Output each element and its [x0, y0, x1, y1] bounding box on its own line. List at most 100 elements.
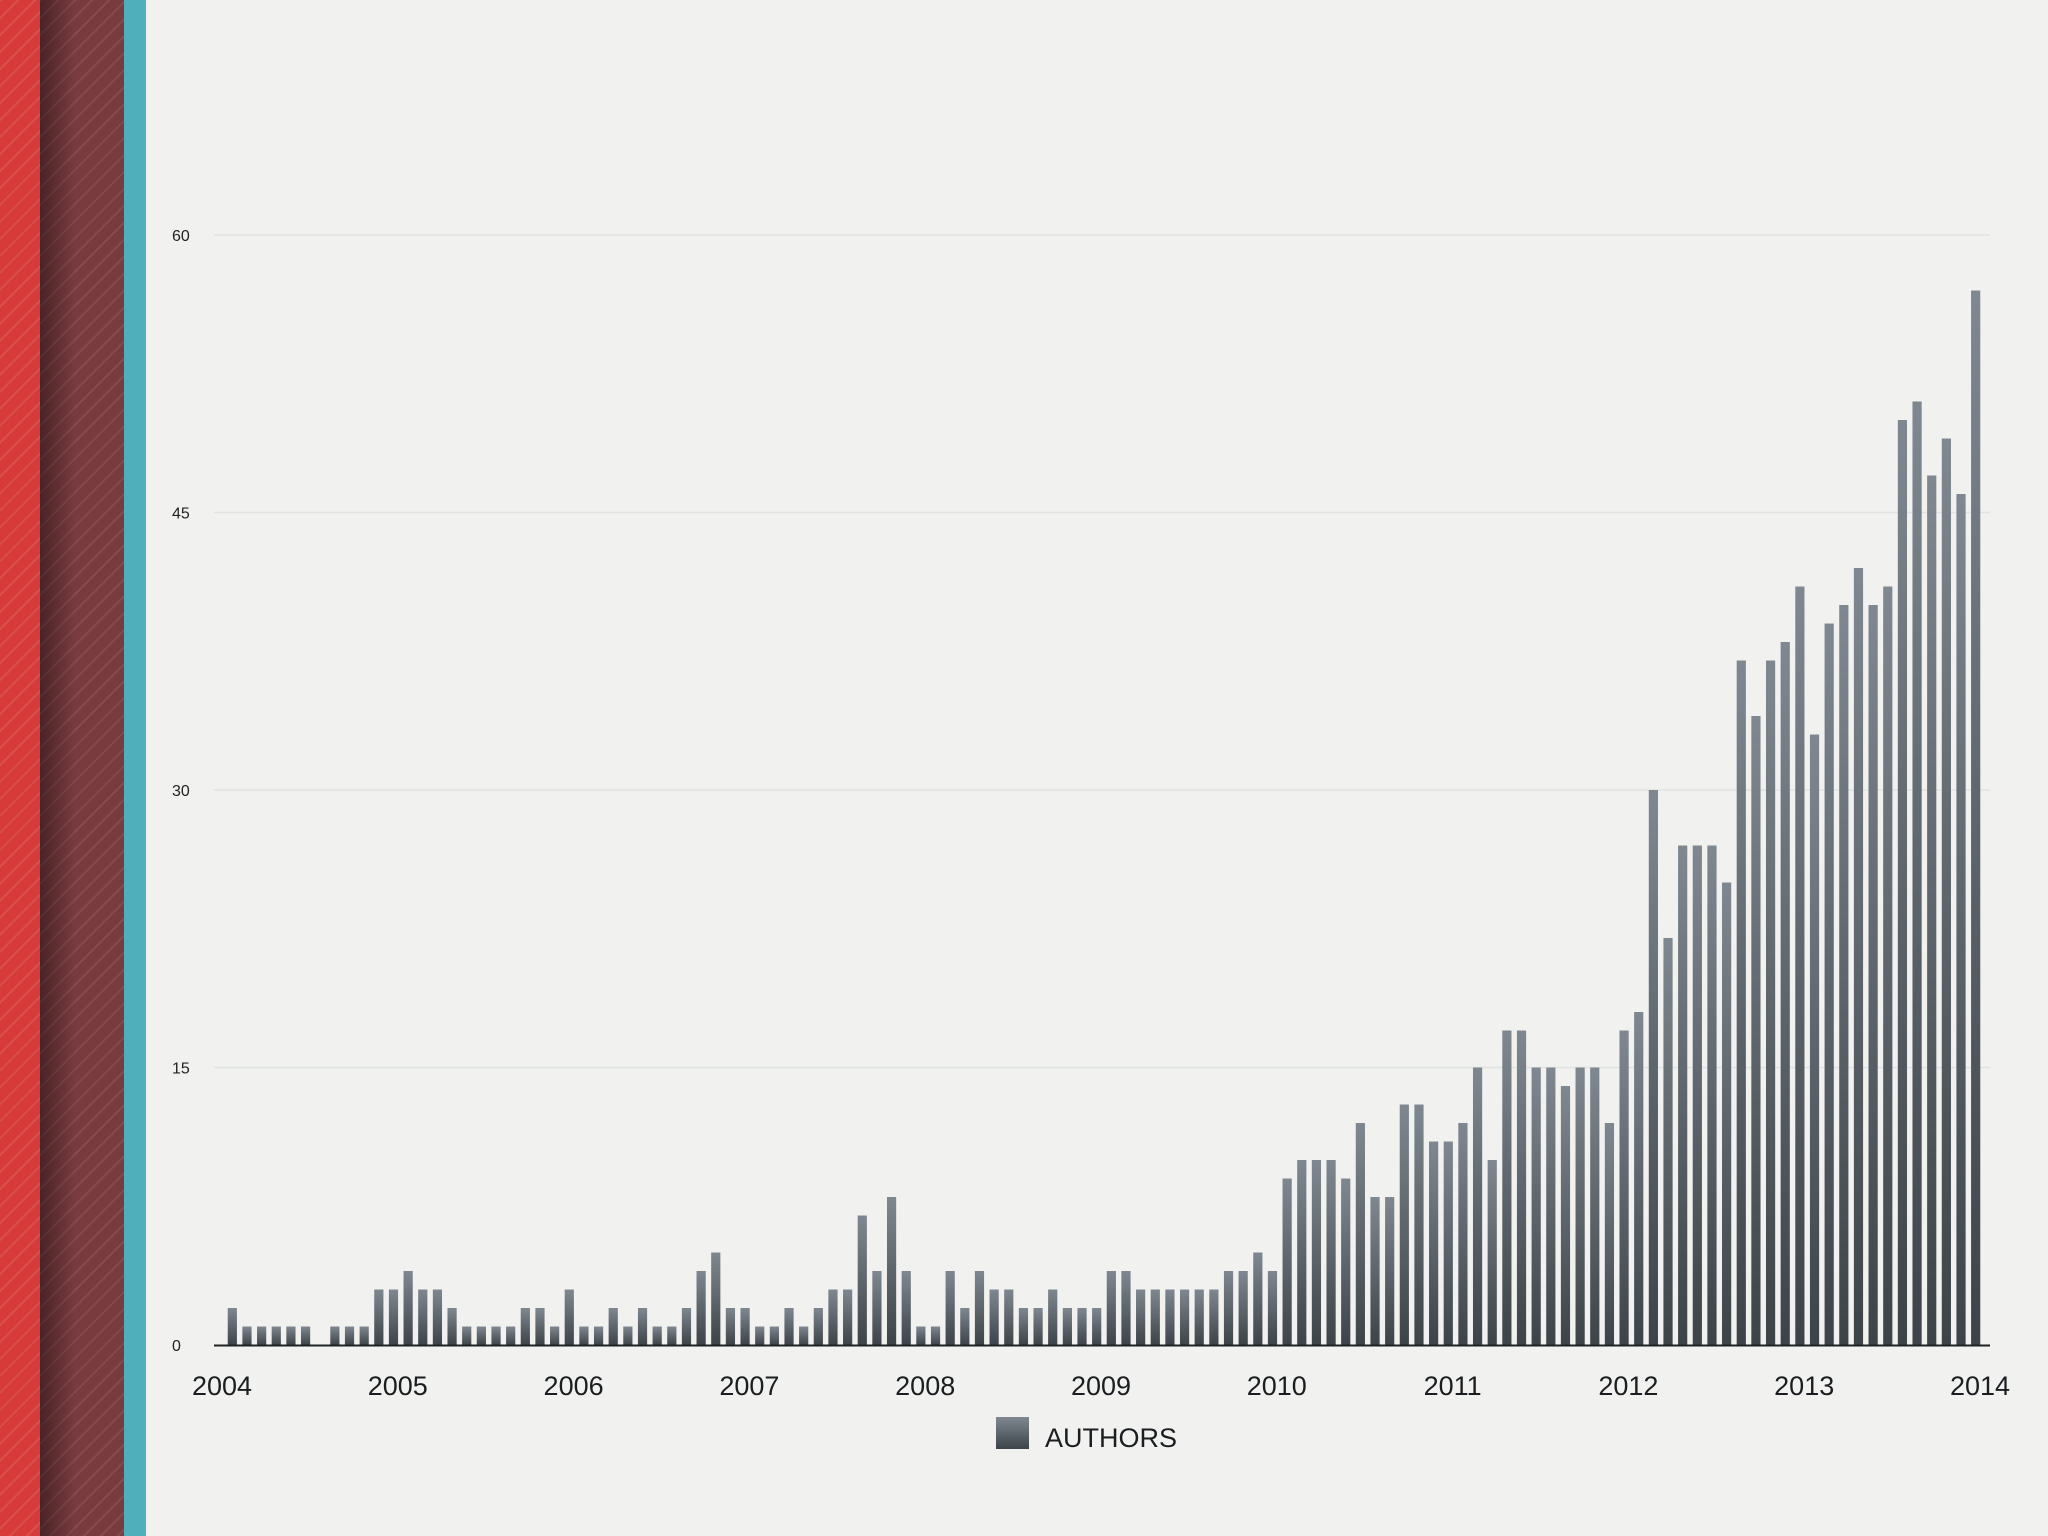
bar-authors-37: [769, 1326, 779, 1345]
bar-authors-97: [1648, 790, 1658, 1345]
bar-authors-78: [1370, 1197, 1380, 1345]
bar-authors-20: [520, 1308, 530, 1345]
bar-authors-65: [1179, 1289, 1190, 1345]
bar-authors-90: [1546, 1067, 1556, 1345]
bar-authors-70: [1253, 1252, 1263, 1345]
bar-authors-16: [462, 1326, 472, 1345]
bar-authors-56: [1048, 1289, 1058, 1345]
x-tick-label-2005: 2005: [368, 1371, 428, 1401]
bar-authors-80: [1399, 1104, 1409, 1345]
bar-authors-30: [667, 1326, 677, 1345]
bar-authors-39: [799, 1326, 809, 1345]
bar-authors-66: [1194, 1289, 1204, 1345]
decorative-stripe-maroon: [40, 0, 124, 1536]
bar-authors-3: [271, 1326, 281, 1345]
bar-authors-110: [1839, 605, 1849, 1345]
bar-authors-23: [564, 1289, 574, 1345]
bar-authors-7: [330, 1326, 340, 1345]
bar-authors-13: [418, 1289, 428, 1345]
bar-authors-59: [1092, 1308, 1102, 1345]
bar-authors-47: [916, 1326, 926, 1345]
y-tick-label-45: 45: [172, 506, 190, 523]
bar-authors-25: [593, 1326, 604, 1345]
bar-authors-22: [550, 1326, 560, 1345]
bar-authors-50: [960, 1308, 970, 1345]
x-tick-label-2007: 2007: [719, 1371, 779, 1401]
decorative-stripe-teal: [124, 0, 146, 1536]
bar-authors-101: [1707, 845, 1717, 1345]
bar-authors-35: [740, 1308, 750, 1345]
bar-authors-99: [1678, 845, 1688, 1345]
bar-authors-52: [989, 1289, 999, 1345]
bar-authors-21: [535, 1308, 545, 1345]
bar-authors-107: [1795, 586, 1805, 1345]
bar-authors-77: [1355, 1123, 1365, 1345]
bar-authors-84: [1458, 1123, 1468, 1345]
bar-authors-106: [1780, 642, 1790, 1345]
bar-authors-114: [1897, 420, 1908, 1345]
bar-authors-93: [1590, 1067, 1600, 1345]
bar-authors-113: [1883, 586, 1893, 1345]
bar-authors-27: [623, 1326, 633, 1345]
bar-authors-1: [242, 1326, 252, 1345]
x-axis-tick-labels: 2004 2005 2006 2007 2008 2009 2010 2011 2012 2013…: [192, 1371, 2010, 1401]
bar-authors-83: [1443, 1141, 1453, 1345]
bar-authors-87: [1502, 1030, 1512, 1345]
bar-authors-24: [579, 1326, 589, 1345]
bar-authors-108: [1809, 734, 1820, 1345]
bar-authors-81: [1414, 1104, 1424, 1345]
bar-authors-58: [1077, 1308, 1087, 1345]
bar-authors-49: [945, 1271, 955, 1345]
bar-authors-41: [828, 1289, 838, 1345]
bar-authors-112: [1868, 605, 1878, 1345]
bar-authors-36: [755, 1326, 765, 1345]
bar-authors-109: [1824, 623, 1834, 1345]
bar-authors-96: [1634, 1012, 1644, 1345]
bar-authors-55: [1033, 1308, 1043, 1345]
x-tick-label-2004: 2004: [192, 1371, 252, 1401]
bar-authors-38: [784, 1308, 794, 1345]
bar-authors-53: [1004, 1289, 1014, 1345]
bar-authors-45: [886, 1197, 897, 1345]
bar-series-authors: [227, 290, 1981, 1345]
bar-authors-98: [1663, 938, 1673, 1345]
bar-authors-11: [388, 1289, 399, 1345]
bar-authors-79: [1385, 1197, 1395, 1345]
bar-authors-103: [1736, 660, 1746, 1345]
x-tick-label-2013: 2013: [1774, 1371, 1834, 1401]
bar-authors-89: [1531, 1067, 1541, 1345]
bar-authors-34: [725, 1308, 736, 1345]
decorative-stripe-red: [0, 0, 40, 1536]
x-tick-label-2008: 2008: [895, 1371, 955, 1401]
bar-authors-17: [476, 1326, 486, 1345]
bar-authors-0: [227, 1308, 237, 1345]
bar-authors-95: [1619, 1030, 1629, 1345]
y-tick-label-30: 30: [172, 783, 190, 800]
bar-authors-71: [1267, 1271, 1278, 1345]
bar-authors-82: [1429, 1141, 1439, 1345]
bar-authors-117: [1941, 438, 1951, 1345]
bar-authors-75: [1326, 1160, 1336, 1345]
x-tick-label-2014: 2014: [1950, 1371, 2010, 1401]
bar-authors-111: [1853, 568, 1864, 1345]
bar-authors-116: [1927, 475, 1937, 1345]
bar-authors-51: [974, 1271, 985, 1345]
bar-authors-40: [813, 1308, 823, 1345]
bar-authors-69: [1238, 1271, 1248, 1345]
bar-authors-57: [1062, 1308, 1072, 1345]
bar-authors-42: [843, 1289, 853, 1345]
bar-authors-64: [1165, 1289, 1175, 1345]
bar-authors-33: [711, 1252, 721, 1345]
x-tick-label-2010: 2010: [1247, 1371, 1307, 1401]
bar-authors-100: [1692, 845, 1702, 1345]
bar-authors-68: [1223, 1271, 1234, 1345]
bar-authors-32: [696, 1271, 706, 1345]
bar-authors-105: [1765, 660, 1776, 1345]
bar-authors-46: [901, 1271, 911, 1345]
bar-authors-18: [491, 1326, 501, 1345]
bar-authors-73: [1297, 1160, 1307, 1345]
y-tick-label-15: 15: [172, 1061, 190, 1078]
bar-authors-4: [286, 1326, 296, 1345]
square-swatch-icon: [996, 1417, 1029, 1449]
